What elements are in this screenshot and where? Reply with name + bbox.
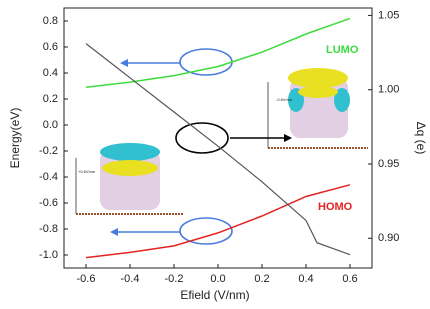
y-tick-label: 0.4: [43, 67, 58, 79]
x-tick-label: -0.6: [77, 273, 96, 285]
inset-left: +0.6V/nm: [76, 143, 184, 214]
x-tick-label: -0.4: [121, 273, 140, 285]
x-tick-label: -0.2: [165, 273, 184, 285]
y-tick-label: -0.4: [39, 171, 58, 183]
inset-label: +0.6V/nm: [78, 169, 96, 174]
y-axis-label: Energy(eV): [8, 108, 22, 169]
x-tick-label: 0.2: [254, 273, 269, 285]
y-tick-label: -0.8: [39, 223, 58, 235]
x-tick-label: 0.4: [298, 273, 313, 285]
x-tick-label: 0.6: [342, 273, 357, 285]
homo-label: HOMO: [318, 201, 353, 213]
x-axis-label: Efield (V/nm): [180, 288, 249, 302]
y-tick-label: -1.0: [39, 249, 58, 261]
inset-right: -0.6V/nm: [268, 68, 368, 148]
y-tick-label: 0.2: [43, 93, 58, 105]
y-tick-label: 0.6: [43, 41, 58, 53]
lumo-label: LUMO: [326, 44, 359, 56]
x-tick-label: 0.0: [210, 273, 225, 285]
y2-tick-label: 0.90: [378, 232, 399, 244]
inset-label: -0.6V/nm: [276, 97, 293, 102]
y-tick-label: -0.2: [39, 145, 58, 157]
y-tick-label: -0.6: [39, 197, 58, 209]
arrow-head: [284, 134, 292, 142]
y2-tick-label: 0.95: [378, 158, 399, 170]
y2-axis-label: Δq (e): [414, 122, 428, 155]
y-tick-label: 0.8: [43, 15, 58, 27]
y2-tick-label: 1.05: [378, 9, 399, 21]
y2-tick-label: 1.00: [378, 84, 399, 96]
y-tick-label: 0.0: [43, 119, 58, 131]
chart: -0.6V/nm +0.6V/nm Efield (V/nm) Energy(e…: [0, 0, 430, 304]
